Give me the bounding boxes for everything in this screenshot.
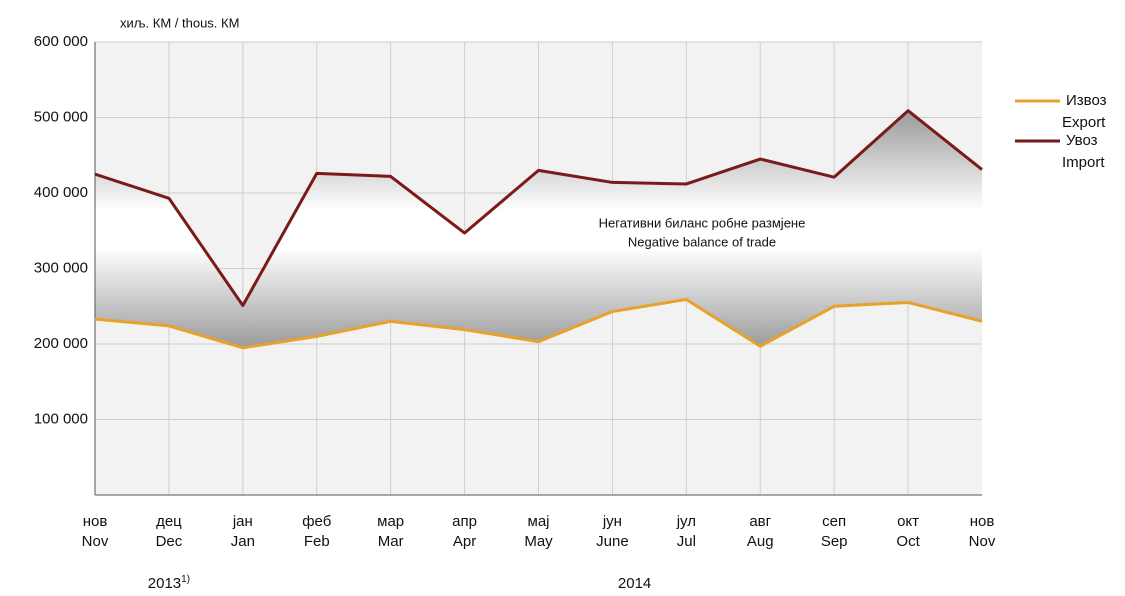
- y-tick-label: 300 000: [34, 259, 88, 276]
- annotation: Негативни биланс робне размјене: [599, 215, 806, 230]
- x-tick-label: Mar: [378, 533, 404, 550]
- year-label: 2014: [618, 575, 651, 592]
- x-tick-label: јул: [676, 513, 696, 530]
- year-note: 1): [181, 574, 190, 585]
- x-tick-label: Sep: [821, 533, 848, 550]
- y-unit-label: хиљ. КМ / thous. КМ: [120, 15, 239, 30]
- y-tick-label: 600 000: [34, 33, 88, 50]
- x-tick-label: May: [524, 533, 553, 550]
- x-tick-label: Apr: [453, 533, 476, 550]
- series-line: [94, 109, 983, 307]
- x-tick-label: нов: [83, 513, 108, 530]
- x-tick-label: дец: [156, 513, 182, 530]
- y-tick-label: 200 000: [34, 335, 88, 352]
- x-tick-label: Oct: [896, 533, 920, 550]
- x-tick-label: авг: [749, 513, 771, 530]
- y-tick-label: 100 000: [34, 410, 88, 427]
- year-text: 2014: [618, 575, 651, 592]
- y-tick-label: 400 000: [34, 184, 88, 201]
- x-tick-label: мај: [528, 513, 550, 530]
- year-text: 2013: [148, 575, 181, 592]
- x-tick-label: јун: [602, 513, 622, 530]
- x-tick-label: апр: [452, 513, 477, 530]
- balance-area: [95, 110, 982, 348]
- legend-label: Увоз: [1066, 132, 1098, 149]
- x-tick-label: Jan: [231, 533, 255, 550]
- x-tick-label: феб: [302, 513, 331, 530]
- x-tick-label: нов: [970, 513, 995, 530]
- x-tick-label: Nov: [82, 533, 109, 550]
- x-tick-label: June: [596, 533, 629, 550]
- x-tick-label: Feb: [304, 533, 330, 550]
- x-tick-label: јан: [232, 513, 253, 530]
- year-label: 20131): [148, 574, 190, 592]
- legend-label: Export: [1062, 114, 1106, 131]
- x-tick-label: Jul: [677, 533, 696, 550]
- x-tick-label: Aug: [747, 533, 774, 550]
- x-tick-label: Nov: [969, 533, 996, 550]
- annotation: Negative balance of trade: [628, 234, 776, 249]
- x-tick-label: окт: [897, 513, 919, 530]
- x-tick-label: мар: [377, 513, 404, 530]
- x-tick-label: Dec: [156, 533, 183, 550]
- legend-label: Import: [1062, 154, 1105, 171]
- legend-label: Извоз: [1066, 92, 1107, 109]
- series-line: [94, 297, 983, 350]
- y-tick-label: 500 000: [34, 108, 88, 125]
- x-tick-label: сеп: [822, 513, 846, 530]
